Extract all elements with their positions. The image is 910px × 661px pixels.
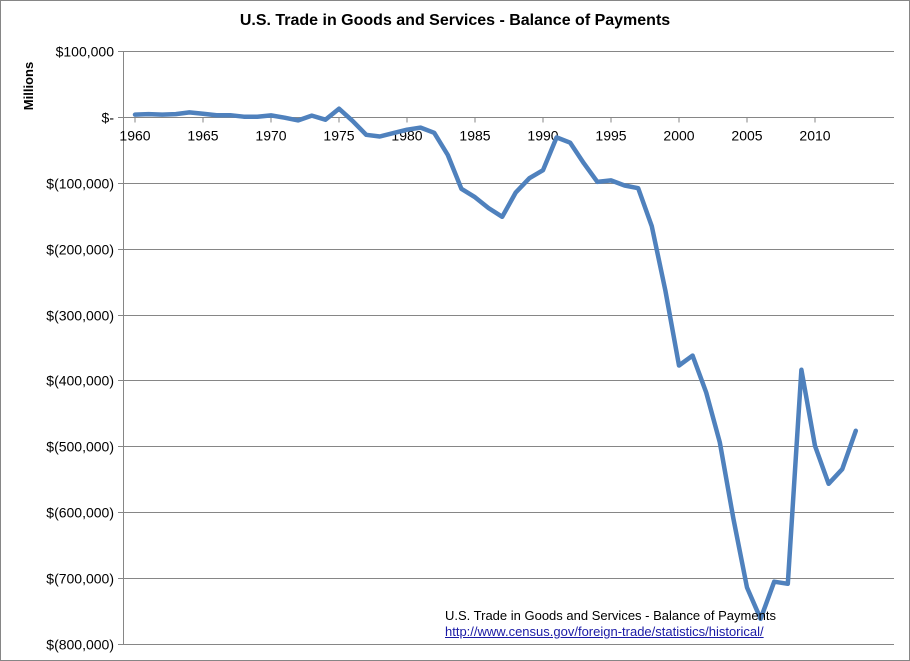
x-tick-label: 1985: [459, 128, 490, 144]
y-tick-label: $(200,000): [46, 242, 114, 258]
x-tick-label: 1975: [323, 128, 354, 144]
y-tick-label: $(100,000): [46, 176, 114, 192]
x-tick-label: 1970: [255, 128, 286, 144]
source-note: U.S. Trade in Goods and Services - Balan…: [445, 608, 776, 639]
x-tick-label: 1965: [187, 128, 218, 144]
y-tick-label: $-: [102, 110, 115, 126]
y-tick-label: $(500,000): [46, 439, 114, 455]
x-tick-label: 1995: [595, 128, 626, 144]
y-tick-label: $(300,000): [46, 308, 114, 324]
y-tick-label: $(800,000): [46, 637, 114, 653]
x-tick-label: 2000: [663, 128, 694, 144]
x-tick-label: 2005: [731, 128, 762, 144]
x-tick-label: 2010: [799, 128, 830, 144]
y-tick-label: $(600,000): [46, 505, 114, 521]
y-tick-label: $(400,000): [46, 373, 114, 389]
x-tick-label: 1960: [119, 128, 150, 144]
source-text: U.S. Trade in Goods and Services - Balan…: [445, 608, 776, 623]
y-tick-label: $(700,000): [46, 571, 114, 587]
y-tick-label: $100,000: [56, 44, 115, 60]
source-link[interactable]: http://www.census.gov/foreign-trade/stat…: [445, 624, 764, 639]
chart-title: U.S. Trade in Goods and Services - Balan…: [239, 12, 671, 29]
x-tick-label: 1990: [527, 128, 558, 144]
series-line: [132, 106, 859, 622]
